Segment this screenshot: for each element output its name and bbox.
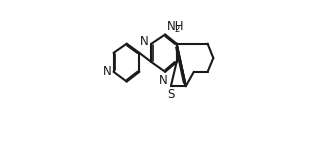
Text: N: N bbox=[102, 65, 111, 78]
Text: 2: 2 bbox=[174, 25, 180, 34]
Text: NH: NH bbox=[167, 20, 185, 33]
Text: N: N bbox=[159, 74, 168, 87]
Text: S: S bbox=[167, 89, 175, 101]
Text: N: N bbox=[140, 35, 149, 48]
